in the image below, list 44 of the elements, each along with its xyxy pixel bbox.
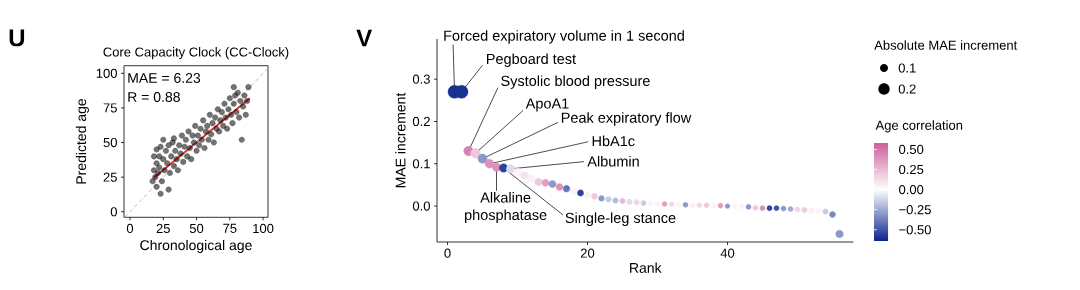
x-tick-label: 0 [444, 248, 451, 258]
chart-title: Core Capacity Clock (CC-Clock) [103, 47, 289, 60]
annotation: MAE = 6.23 [128, 73, 201, 83]
y-tick-label: 25 [103, 172, 117, 182]
y-tick-label: 0.2 [412, 116, 430, 127]
annotation: Albumin [587, 155, 639, 167]
color-bar-label: 0.00 [899, 184, 924, 195]
annotation: Alkaline phosphatase [465, 192, 547, 223]
legend-label: 0.1 [898, 63, 916, 73]
annotation: Single-leg stance [565, 212, 676, 226]
annotation: ApoA1 [525, 98, 569, 112]
x-tick-label: 20 [580, 248, 595, 258]
y-tick-label: 100 [96, 68, 117, 78]
y-axis-title: Predicted age [75, 98, 89, 184]
legend-label: 0.2 [898, 84, 916, 94]
x-tick-label: 25 [156, 223, 170, 234]
y-tick-label: 75 [103, 103, 117, 113]
y-axis-title: MAE increment [395, 92, 406, 188]
y-tick-label: 0.1 [412, 159, 430, 169]
x-tick-label: 0 [126, 223, 134, 234]
x-tick-label: 50 [189, 223, 204, 234]
text: V [356, 29, 373, 47]
legend-title: Absolute MAE increment [874, 40, 1018, 50]
y-tick-label: 50 [103, 137, 117, 148]
x-tick-label: 100 [253, 223, 274, 234]
x-tick-label: 40 [720, 248, 735, 258]
annotation: Systolic blood pressure [501, 75, 650, 89]
y-tick-label: 0.3 [412, 74, 430, 84]
text: U [9, 29, 25, 47]
y-tick-label: 0 [110, 207, 117, 217]
annotation: HbA1c [592, 135, 635, 147]
annotation: R = 0.88 [128, 92, 180, 102]
x-tick-label: 75 [223, 223, 237, 233]
color-bar-title: Age correlation [875, 120, 963, 133]
annotation: Pegboard test [487, 53, 576, 67]
color-bar-label: −0.25 [899, 205, 931, 215]
color-bar-label: 0.50 [899, 144, 924, 155]
annotation: Peak expiratory flow [561, 112, 692, 126]
color-bar-label: 0.25 [899, 164, 924, 175]
x-axis-title: Chronological age [140, 239, 252, 253]
x-axis-title: Rank [630, 262, 662, 273]
annotation: Forced expiratory volume in 1 second [444, 30, 684, 44]
y-tick-label: 0.0 [412, 201, 430, 211]
color-bar-label: −0.50 [899, 225, 931, 235]
